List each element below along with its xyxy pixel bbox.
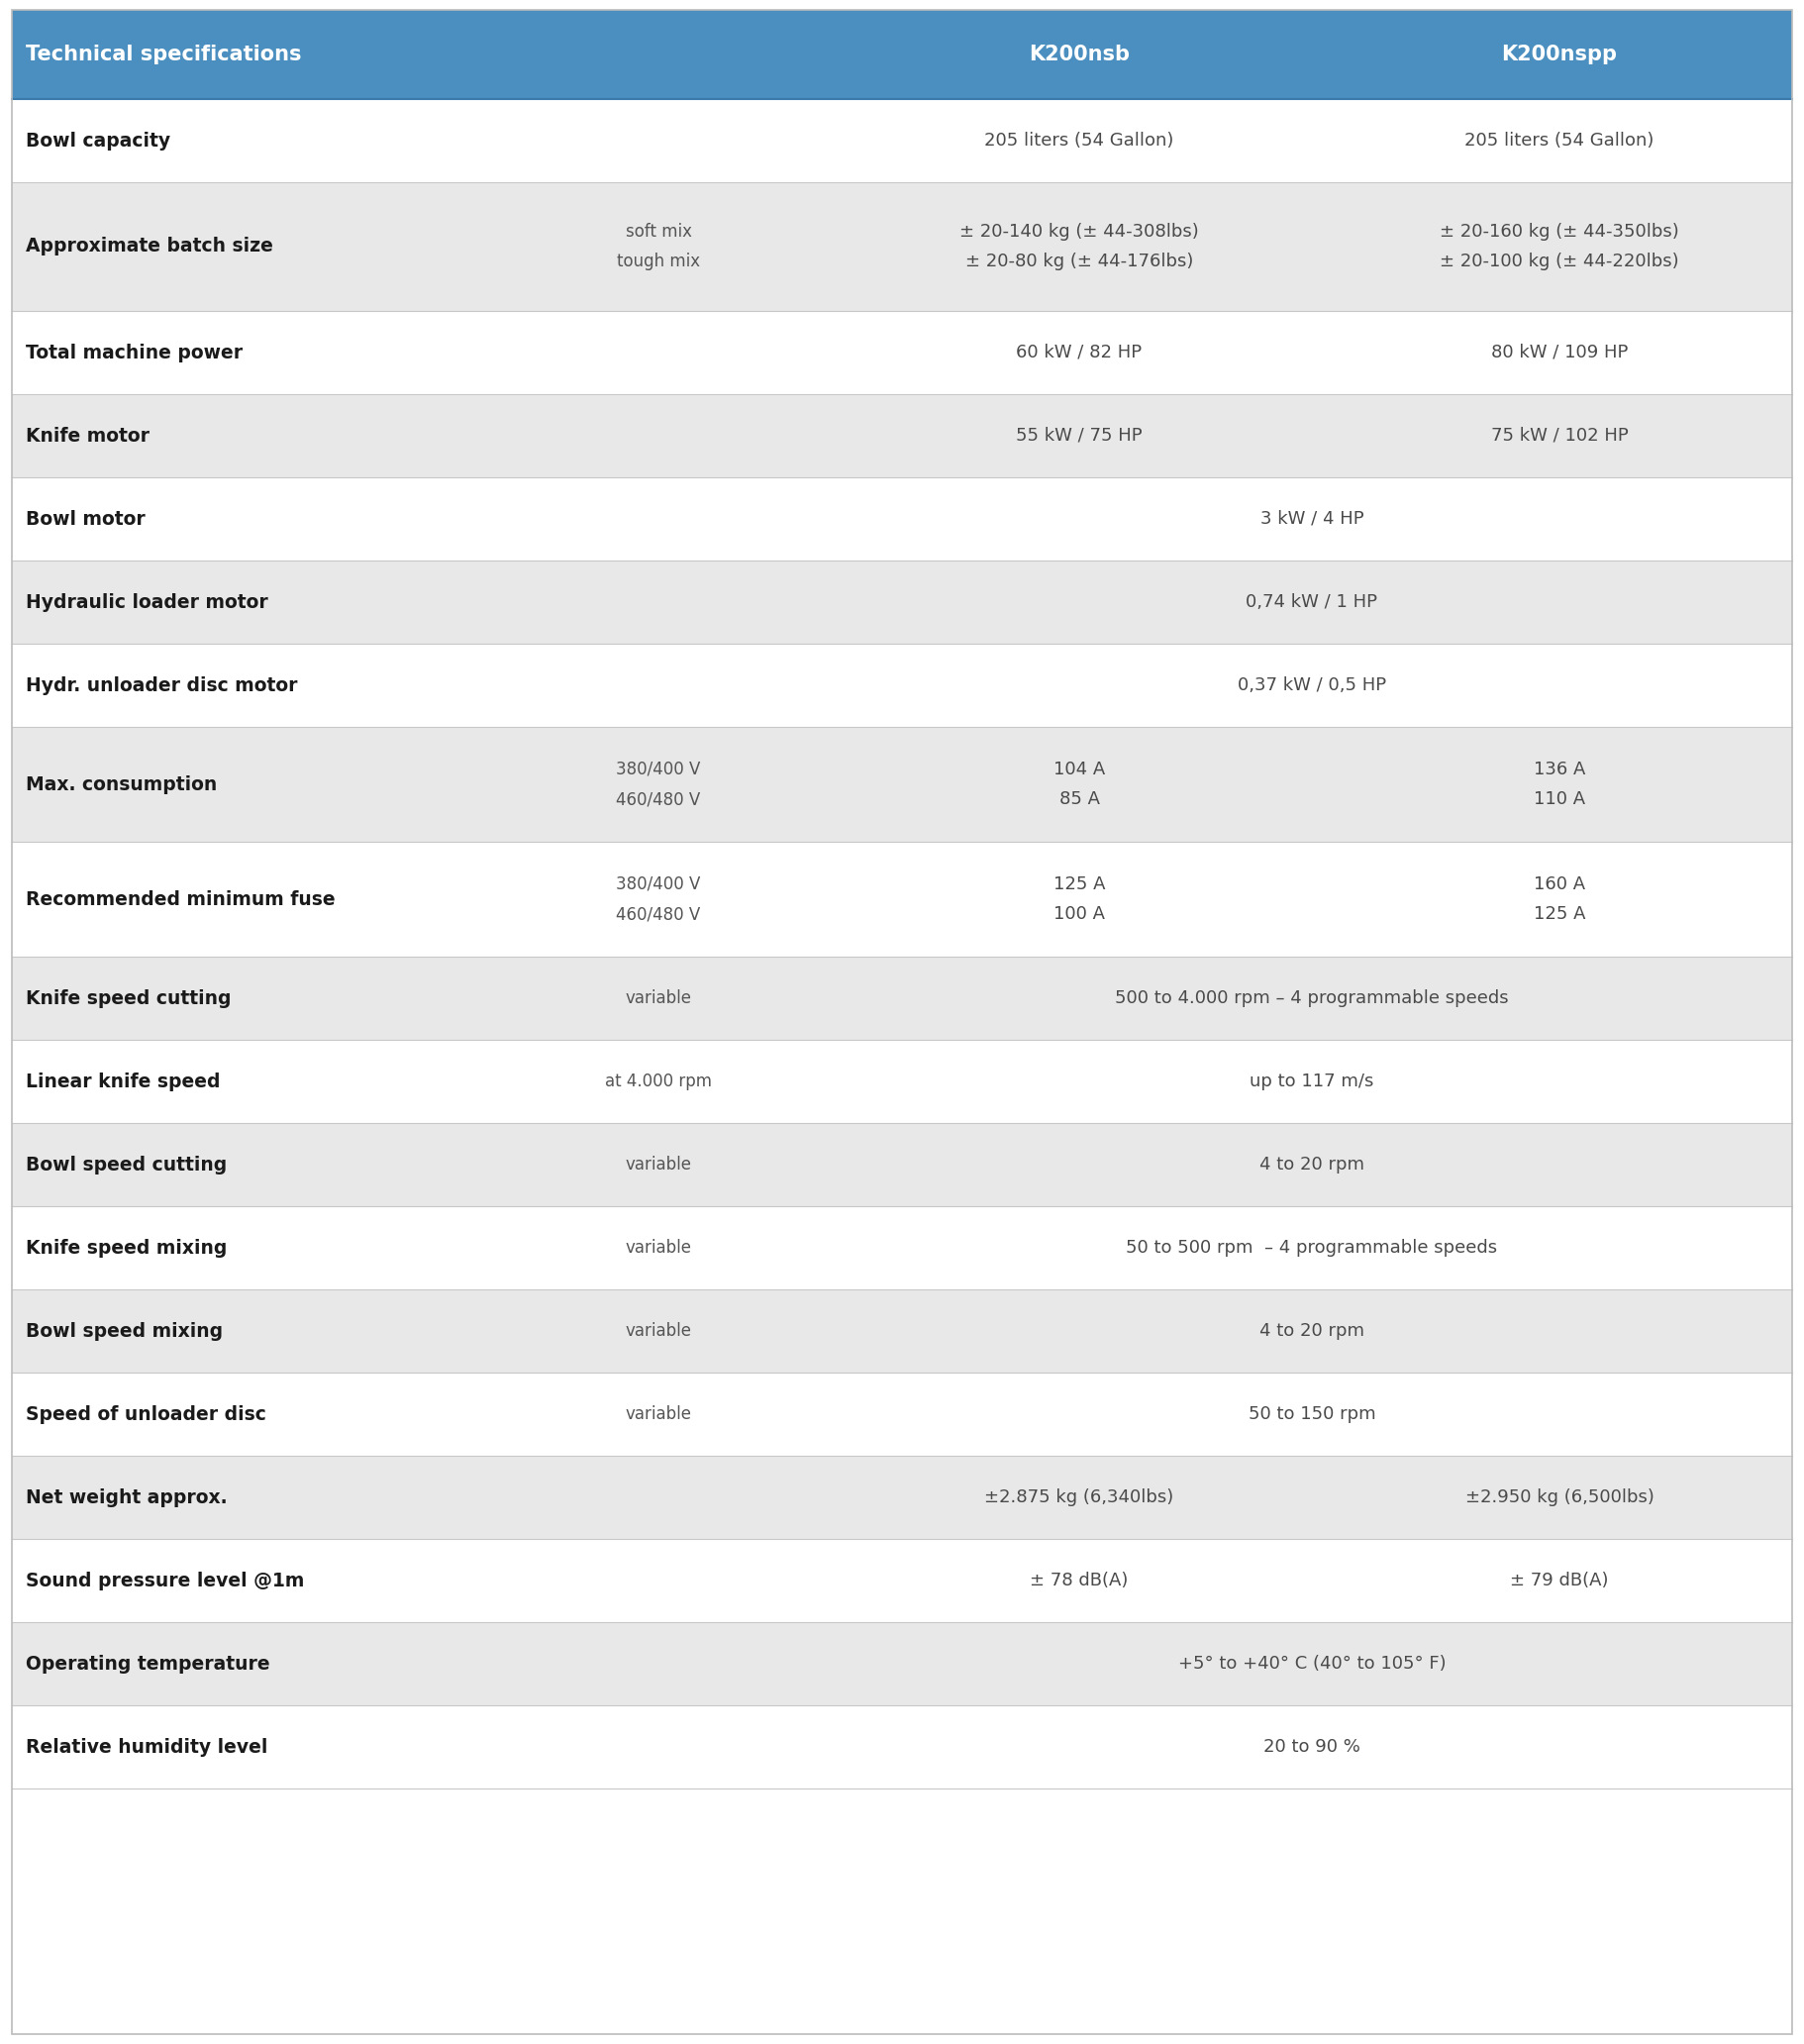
Bar	[13, 1374, 1791, 1455]
Text: K200nspp: K200nspp	[1501, 45, 1618, 63]
Bar	[13, 478, 1791, 560]
Bar	[13, 10, 1791, 98]
Text: 104 A
85 A: 104 A 85 A	[1054, 760, 1106, 807]
Text: 136 A
110 A: 136 A 110 A	[1533, 760, 1586, 807]
Text: 205 liters (54 Gallon): 205 liters (54 Gallon)	[985, 131, 1174, 149]
Text: 20 to 90 %: 20 to 90 %	[1263, 1737, 1360, 1756]
Text: 0,74 kW / 1 HP: 0,74 kW / 1 HP	[1247, 593, 1378, 611]
Text: ± 20-140 kg (± 44-308lbs)
± 20-80 kg (± 44-176lbs): ± 20-140 kg (± 44-308lbs) ± 20-80 kg (± …	[960, 223, 1200, 270]
Text: variable: variable	[626, 1322, 691, 1341]
Text: Bowl capacity: Bowl capacity	[25, 131, 170, 149]
Bar	[13, 98, 1791, 182]
Text: variable: variable	[626, 1406, 691, 1423]
Text: 380/400 V
460/480 V: 380/400 V 460/480 V	[617, 875, 700, 924]
Text: ± 78 dB(A): ± 78 dB(A)	[1030, 1572, 1129, 1590]
Bar	[13, 1623, 1791, 1705]
Bar	[13, 182, 1791, 311]
Text: Technical specifications: Technical specifications	[25, 45, 301, 63]
Text: variable: variable	[626, 989, 691, 1008]
Bar	[13, 311, 1791, 394]
Bar	[13, 1539, 1791, 1623]
Text: at 4.000 rpm: at 4.000 rpm	[604, 1073, 713, 1089]
Text: Max. consumption: Max. consumption	[25, 775, 216, 793]
Text: 60 kW / 82 HP: 60 kW / 82 HP	[1016, 343, 1142, 362]
Text: 75 kW / 102 HP: 75 kW / 102 HP	[1490, 427, 1629, 446]
Text: ± 20-160 kg (± 44-350lbs)
± 20-100 kg (± 44-220lbs): ± 20-160 kg (± 44-350lbs) ± 20-100 kg (±…	[1440, 223, 1680, 270]
Text: Hydr. unloader disc motor: Hydr. unloader disc motor	[25, 677, 298, 695]
Bar	[13, 1206, 1791, 1290]
Text: 50 to 150 rpm: 50 to 150 rpm	[1248, 1406, 1376, 1423]
Text: 125 A
100 A: 125 A 100 A	[1054, 875, 1106, 924]
Text: 50 to 500 rpm  – 4 programmable speeds: 50 to 500 rpm – 4 programmable speeds	[1126, 1239, 1497, 1257]
Text: 3 kW / 4 HP: 3 kW / 4 HP	[1261, 511, 1364, 527]
Text: 0,37 kW / 0,5 HP: 0,37 kW / 0,5 HP	[1238, 677, 1385, 695]
Bar	[13, 394, 1791, 478]
Text: ±2.950 kg (6,500lbs): ±2.950 kg (6,500lbs)	[1465, 1488, 1654, 1506]
Text: K200nsb: K200nsb	[1028, 45, 1129, 63]
Text: ± 79 dB(A): ± 79 dB(A)	[1510, 1572, 1609, 1590]
Text: Linear knife speed: Linear knife speed	[25, 1071, 220, 1091]
Text: Hydraulic loader motor: Hydraulic loader motor	[25, 593, 269, 611]
Text: 80 kW / 109 HP: 80 kW / 109 HP	[1490, 343, 1627, 362]
Text: Speed of unloader disc: Speed of unloader disc	[25, 1404, 267, 1423]
Bar	[13, 957, 1791, 1040]
Bar	[13, 1122, 1791, 1206]
Text: 160 A
125 A: 160 A 125 A	[1533, 875, 1586, 924]
Text: Approximate batch size: Approximate batch size	[25, 237, 272, 256]
Bar	[13, 842, 1791, 957]
Bar	[13, 1040, 1791, 1122]
Text: Total machine power: Total machine power	[25, 343, 244, 362]
Text: 4 to 20 rpm: 4 to 20 rpm	[1259, 1322, 1364, 1341]
Text: Knife speed cutting: Knife speed cutting	[25, 989, 231, 1008]
Text: Sound pressure level @1m: Sound pressure level @1m	[25, 1572, 305, 1590]
Text: Bowl speed cutting: Bowl speed cutting	[25, 1155, 227, 1173]
Text: Operating temperature: Operating temperature	[25, 1654, 271, 1674]
Bar	[13, 1705, 1791, 1788]
Text: 55 kW / 75 HP: 55 kW / 75 HP	[1016, 427, 1142, 446]
Text: +5° to +40° C (40° to 105° F): +5° to +40° C (40° to 105° F)	[1178, 1656, 1445, 1672]
Text: 500 to 4.000 rpm – 4 programmable speeds: 500 to 4.000 rpm – 4 programmable speeds	[1115, 989, 1508, 1008]
Text: 205 liters (54 Gallon): 205 liters (54 Gallon)	[1465, 131, 1654, 149]
Text: variable: variable	[626, 1239, 691, 1257]
Text: Net weight approx.: Net weight approx.	[25, 1488, 227, 1506]
Text: Bowl motor: Bowl motor	[25, 509, 146, 527]
Text: Bowl speed mixing: Bowl speed mixing	[25, 1322, 224, 1341]
Text: Knife speed mixing: Knife speed mixing	[25, 1239, 227, 1257]
Bar	[13, 728, 1791, 842]
Bar	[13, 1455, 1791, 1539]
Text: soft mix
tough mix: soft mix tough mix	[617, 223, 700, 270]
Text: Relative humidity level: Relative humidity level	[25, 1737, 267, 1756]
Text: ±2.875 kg (6,340lbs): ±2.875 kg (6,340lbs)	[985, 1488, 1174, 1506]
Bar	[13, 560, 1791, 644]
Bar	[13, 1290, 1791, 1374]
Text: variable: variable	[626, 1155, 691, 1173]
Text: Recommended minimum fuse: Recommended minimum fuse	[25, 889, 336, 910]
Bar	[13, 644, 1791, 728]
Text: 380/400 V
460/480 V: 380/400 V 460/480 V	[617, 760, 700, 807]
Text: 4 to 20 rpm: 4 to 20 rpm	[1259, 1155, 1364, 1173]
Text: up to 117 m/s: up to 117 m/s	[1250, 1073, 1375, 1089]
Text: Knife motor: Knife motor	[25, 427, 150, 446]
